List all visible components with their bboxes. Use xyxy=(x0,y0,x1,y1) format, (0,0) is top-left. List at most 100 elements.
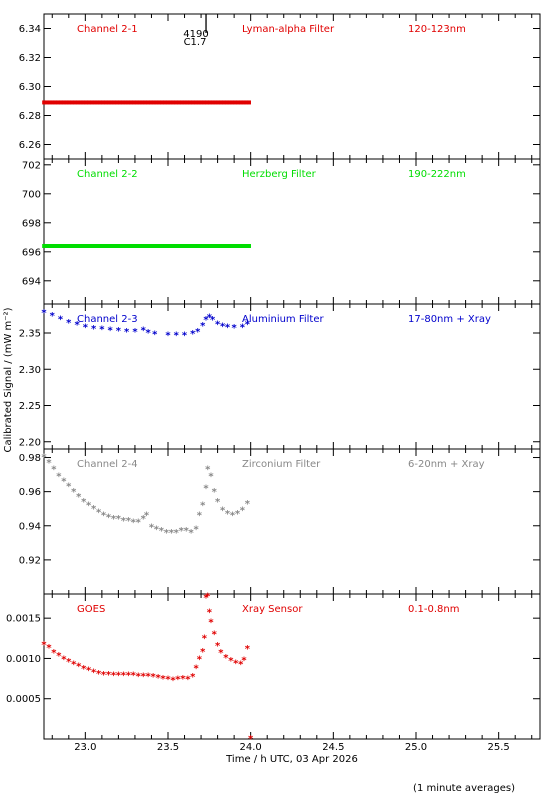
data-point xyxy=(98,100,103,105)
data-point xyxy=(120,244,125,248)
y-tick-label: 0.0010 xyxy=(6,654,41,665)
data-point: * xyxy=(182,330,188,341)
panels-group: 6.26 6.28 6.30 6.32 6.34 Channel 2-1 Lyman-alp… xyxy=(6,13,541,746)
data-point xyxy=(191,100,195,105)
data-point xyxy=(64,244,69,248)
data-point xyxy=(241,100,246,105)
data-point xyxy=(95,100,100,105)
data-point xyxy=(89,100,94,105)
data-point: * xyxy=(101,511,107,522)
data-point xyxy=(137,100,142,105)
data-point xyxy=(47,100,52,105)
data-point: * xyxy=(151,672,157,683)
data-point: * xyxy=(195,327,201,338)
data-point: * xyxy=(203,315,209,326)
data-point xyxy=(75,244,80,248)
data-point xyxy=(244,100,249,105)
series-points: ****************************************… xyxy=(41,592,254,746)
data-point: * xyxy=(91,324,97,335)
data-point xyxy=(112,244,117,248)
data-point xyxy=(47,244,52,248)
footnote: (1 minute averages) xyxy=(413,783,515,794)
data-point xyxy=(118,100,122,105)
data-point xyxy=(95,244,100,248)
data-point xyxy=(87,244,91,248)
data-point: * xyxy=(165,330,171,341)
data-point: * xyxy=(126,671,132,682)
data-point: * xyxy=(76,662,82,673)
panel-frame xyxy=(43,158,541,305)
data-point xyxy=(154,100,159,105)
y-tick-label: 0.98 xyxy=(19,453,41,464)
data-point xyxy=(143,244,147,248)
data-point xyxy=(45,100,49,105)
panel-frame xyxy=(43,13,541,160)
data-point: * xyxy=(233,658,239,669)
data-point: * xyxy=(179,526,185,537)
data-point: * xyxy=(56,471,62,482)
data-point xyxy=(87,100,91,105)
data-point: * xyxy=(223,653,229,664)
series-points xyxy=(42,100,251,105)
data-point: * xyxy=(193,524,199,535)
data-point: * xyxy=(131,671,137,682)
data-point: * xyxy=(174,528,180,539)
data-point xyxy=(165,244,170,248)
data-point xyxy=(140,244,145,248)
data-point: * xyxy=(61,477,67,488)
panel-band-label: 190-222nm xyxy=(408,169,466,180)
data-point: * xyxy=(207,312,213,323)
panel-band-label: 6-20nm + Xray xyxy=(408,459,485,470)
data-point: * xyxy=(202,634,208,645)
y-tick-label: 0.92 xyxy=(19,555,41,566)
data-point xyxy=(42,244,46,248)
y-tick-label: 700 xyxy=(22,189,41,200)
data-point: * xyxy=(197,654,203,665)
data-point xyxy=(193,100,198,105)
data-point: * xyxy=(193,663,199,674)
data-point: * xyxy=(91,667,97,678)
data-point: * xyxy=(61,654,67,665)
data-point: * xyxy=(41,453,47,464)
data-point xyxy=(64,100,69,105)
data-point xyxy=(109,100,114,105)
data-point: * xyxy=(245,499,251,510)
data-point xyxy=(134,244,139,248)
data-point xyxy=(193,244,198,248)
data-point xyxy=(168,244,173,248)
data-point xyxy=(202,244,207,248)
data-point: * xyxy=(116,326,122,337)
data-point xyxy=(171,100,176,105)
data-point: * xyxy=(200,500,206,511)
data-point: * xyxy=(126,516,132,527)
data-point xyxy=(126,100,131,105)
data-point xyxy=(89,244,94,248)
panel-filter-name: Xray Sensor xyxy=(242,604,303,615)
data-point: * xyxy=(66,318,72,329)
data-point: * xyxy=(169,528,175,539)
y-tick-label: 0.96 xyxy=(19,487,41,498)
data-point: * xyxy=(96,669,102,680)
panel-5: 0.0005 0.0010 0.0015 GOES Xray Sensor 0.1-0.8… xyxy=(6,592,541,746)
data-point: * xyxy=(86,500,92,511)
data-point xyxy=(224,100,229,105)
data-point xyxy=(98,244,103,248)
data-point xyxy=(115,244,119,248)
data-point xyxy=(42,100,46,105)
data-point: * xyxy=(116,514,122,525)
data-point xyxy=(106,244,111,248)
data-point: * xyxy=(215,320,221,331)
panel-channel-name: Channel 2-4 xyxy=(77,459,138,470)
data-point: * xyxy=(71,659,77,670)
data-point xyxy=(163,244,167,248)
data-point xyxy=(73,244,77,248)
data-point: * xyxy=(238,659,244,670)
data-point: * xyxy=(164,528,170,539)
data-point: * xyxy=(66,657,72,668)
data-point xyxy=(78,244,83,248)
data-point: * xyxy=(132,327,138,338)
data-point xyxy=(179,244,184,248)
data-point: * xyxy=(185,675,191,686)
data-point xyxy=(146,244,150,248)
data-point xyxy=(75,100,80,105)
